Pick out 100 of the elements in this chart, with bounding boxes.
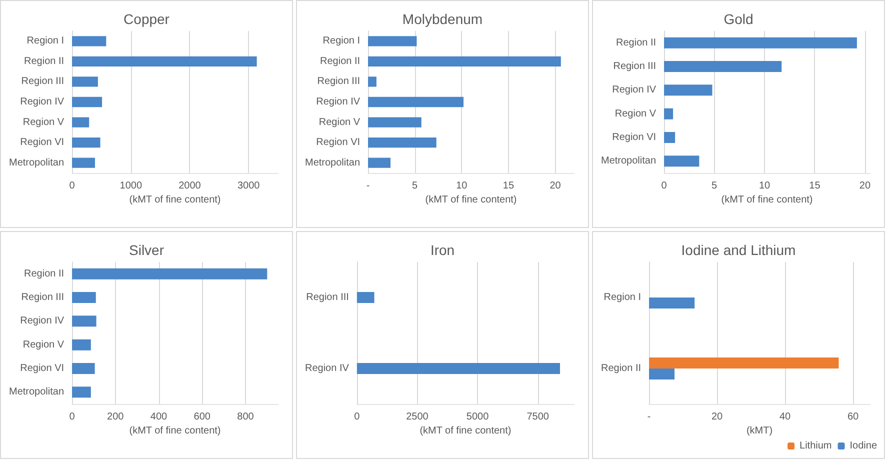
y-tick-label: Metropolitan: [9, 157, 64, 168]
x-tick-label: 20: [550, 180, 562, 192]
y-tick-label: Region IV: [612, 84, 656, 96]
bar: [368, 56, 561, 66]
x-tick-label: 2500: [406, 412, 429, 422]
y-tick-label: Region IV: [20, 316, 64, 327]
x-axis-title: (kMT of fine content): [721, 194, 813, 206]
x-axis-title: (kMT of fine content): [129, 194, 221, 206]
y-tick-label: Region III: [306, 292, 349, 303]
x-tick-label: 20: [859, 180, 871, 192]
chart-title: Molybdenum: [402, 11, 483, 27]
x-tick-label: 5000: [466, 412, 490, 422]
chart-title: Copper: [124, 11, 170, 27]
y-tick-label: Metropolitan: [601, 156, 656, 167]
bar: [368, 96, 464, 108]
x-tick-label: 800: [237, 412, 254, 422]
y-tick-label: Region II: [616, 37, 656, 48]
x-tick-label: 0: [69, 412, 76, 422]
x-tick-label: 5: [711, 180, 718, 192]
x-tick-label: 600: [194, 412, 211, 422]
bar: [72, 268, 268, 280]
y-tick-label: Region I: [604, 292, 642, 303]
bar: [368, 158, 390, 168]
x-axis-title: (kMT of fine content): [129, 426, 221, 436]
bar: [664, 84, 712, 96]
chart-title: Iron: [430, 242, 455, 258]
bar: [72, 363, 95, 374]
x-tick-label: 20: [711, 412, 724, 422]
bar: [664, 108, 674, 120]
chart-title: Silver: [128, 242, 164, 258]
x-tick-label: 7500: [526, 412, 550, 422]
y-tick-label: Region V: [22, 339, 64, 350]
bar: [72, 292, 96, 303]
y-tick-label: Region II: [24, 56, 64, 67]
y-tick-label: Region I: [322, 36, 360, 47]
y-tick-label: Region II: [600, 363, 642, 374]
x-tick-label: 1000: [120, 180, 142, 192]
x-axis-title: (kMT of fine content): [420, 426, 512, 436]
bar: [368, 117, 422, 128]
bar: [72, 138, 100, 148]
x-tick-label: 60: [847, 412, 859, 422]
x-tick-label: 10: [456, 180, 468, 192]
x-tick-label: 15: [502, 180, 514, 192]
bar: [368, 138, 436, 148]
bar: [368, 76, 376, 87]
y-tick-label: Metropolitan: [9, 386, 64, 398]
bar: [72, 56, 257, 66]
bar: [664, 132, 676, 143]
bar: [72, 339, 91, 350]
x-tick-label: 400: [150, 412, 168, 422]
y-tick-label: Region VI: [20, 137, 64, 148]
y-tick-label: Region III: [613, 61, 656, 72]
x-tick-label: 40: [779, 412, 792, 422]
legend-label: Iodine: [850, 440, 878, 452]
bar: [649, 358, 839, 368]
bar: [72, 386, 91, 398]
x-tick-label: 5: [412, 180, 418, 192]
x-tick-label: 10: [758, 180, 770, 192]
bar: [649, 368, 675, 380]
bar: [72, 76, 98, 87]
y-tick-label: Region I: [26, 36, 64, 47]
bar: [72, 117, 90, 128]
x-tick-label: 0: [661, 180, 668, 192]
bar: [72, 36, 106, 46]
y-tick-label: Metropolitan: [305, 157, 360, 168]
bar: [664, 156, 700, 167]
chart-title: Gold: [724, 11, 754, 27]
x-tick-label: 200: [107, 412, 124, 422]
y-tick-label: Region VI: [316, 137, 360, 148]
y-tick-label: Region VI: [612, 132, 656, 143]
y-tick-label: Region V: [614, 108, 656, 120]
x-tick-label: 0: [69, 180, 76, 192]
y-tick-label: Region III: [317, 76, 360, 88]
y-tick-label: Region V: [22, 116, 64, 128]
x-tick-label: -: [647, 412, 651, 422]
y-tick-label: Region V: [318, 116, 360, 128]
bar: [72, 96, 102, 108]
y-tick-label: Region II: [24, 268, 64, 280]
chart-title: Iodine and Lithium: [681, 242, 796, 258]
y-tick-label: Region III: [21, 76, 64, 88]
x-axis-title: (kMT of fine content): [425, 194, 517, 206]
x-tick-label: 15: [809, 180, 821, 192]
y-tick-label: Region III: [21, 292, 64, 303]
x-tick-label: 2000: [178, 180, 202, 192]
x-tick-label: 0: [354, 412, 360, 422]
y-tick-label: Region VI: [20, 363, 64, 374]
bar: [72, 316, 96, 327]
y-tick-label: Region IV: [20, 96, 64, 108]
legend-label: Lithium: [800, 440, 832, 452]
x-axis-title: (kMT): [746, 426, 773, 436]
bar: [664, 37, 857, 48]
x-tick-label: 3000: [237, 180, 260, 192]
bar: [649, 298, 695, 308]
y-tick-label: Region II: [320, 56, 360, 67]
x-tick-label: -: [366, 180, 370, 192]
bar: [368, 36, 417, 46]
y-tick-label: Region IV: [316, 96, 360, 108]
bar: [72, 158, 95, 168]
bar: [664, 61, 782, 72]
y-tick-label: Region IV: [304, 363, 350, 374]
